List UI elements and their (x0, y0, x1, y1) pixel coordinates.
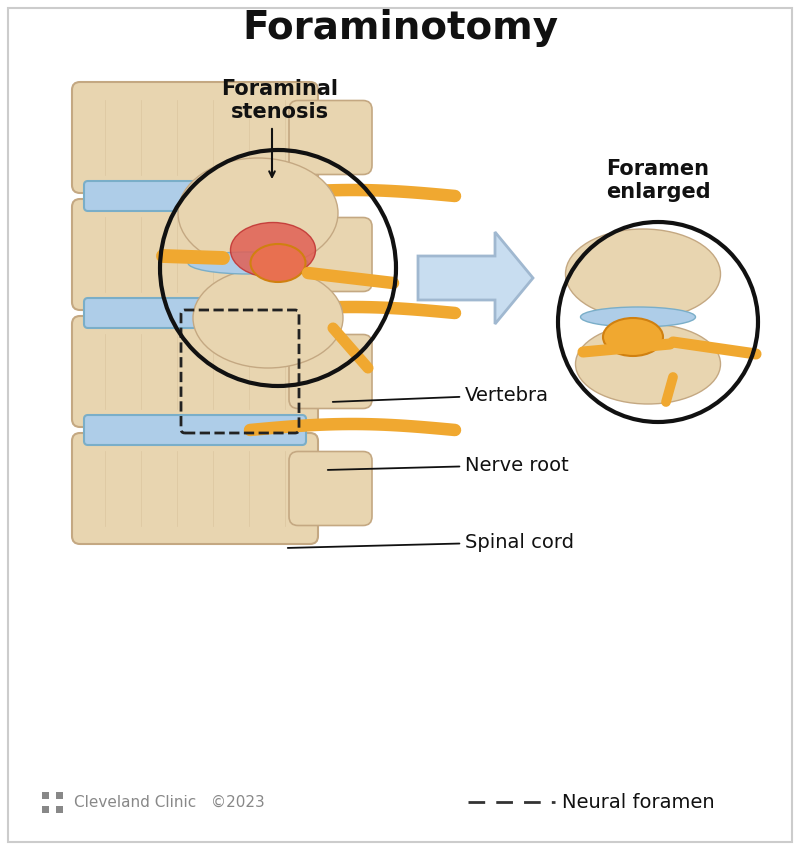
Polygon shape (418, 232, 533, 324)
FancyBboxPatch shape (289, 218, 372, 292)
Text: Foraminal
stenosis: Foraminal stenosis (222, 79, 338, 122)
Ellipse shape (178, 158, 338, 268)
FancyBboxPatch shape (84, 181, 306, 211)
FancyBboxPatch shape (84, 298, 306, 328)
Text: Cleveland Clinic   ©2023: Cleveland Clinic ©2023 (74, 795, 265, 809)
FancyBboxPatch shape (289, 451, 372, 525)
FancyBboxPatch shape (72, 433, 318, 544)
FancyBboxPatch shape (72, 199, 318, 310)
Text: Foramen
enlarged: Foramen enlarged (606, 159, 710, 202)
Bar (55, 806, 62, 813)
Text: Nerve root: Nerve root (328, 456, 569, 474)
Ellipse shape (575, 324, 721, 404)
Bar (42, 806, 49, 813)
FancyBboxPatch shape (289, 335, 372, 409)
Ellipse shape (193, 268, 343, 368)
Ellipse shape (603, 318, 663, 356)
Ellipse shape (188, 252, 308, 274)
Bar (55, 791, 62, 798)
FancyBboxPatch shape (72, 316, 318, 427)
FancyBboxPatch shape (289, 100, 372, 174)
Text: Vertebra: Vertebra (333, 386, 549, 405)
Text: Neural foramen: Neural foramen (562, 792, 714, 812)
Text: Foraminotomy: Foraminotomy (242, 9, 558, 47)
Text: Spinal cord: Spinal cord (288, 532, 574, 552)
FancyBboxPatch shape (72, 82, 318, 193)
Ellipse shape (230, 223, 315, 277)
Ellipse shape (250, 244, 306, 282)
FancyBboxPatch shape (84, 415, 306, 445)
Ellipse shape (581, 307, 695, 327)
Ellipse shape (566, 229, 721, 319)
Bar (42, 791, 49, 798)
